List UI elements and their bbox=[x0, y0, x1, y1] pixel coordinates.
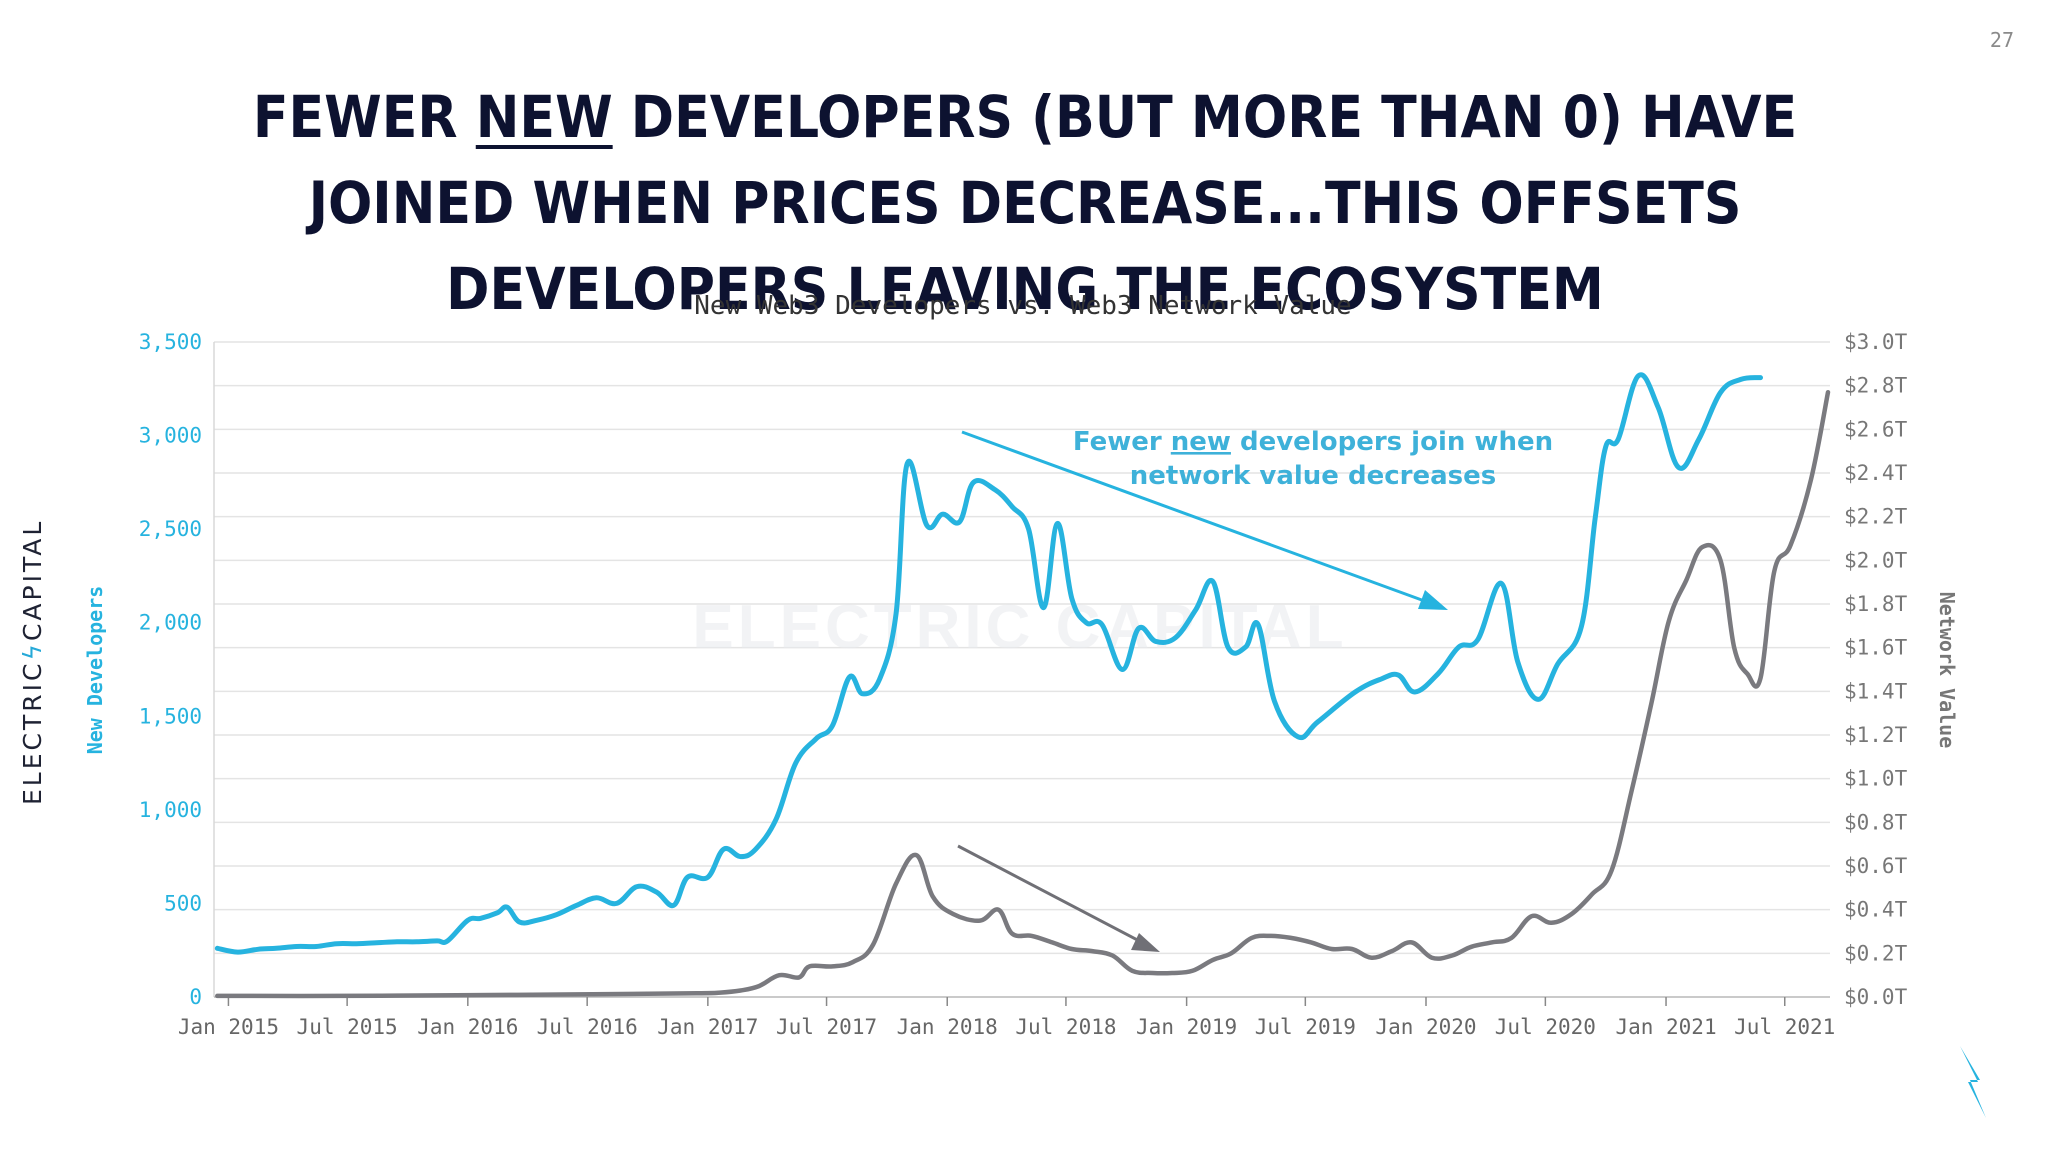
y-tick-label: 1,000 bbox=[139, 798, 202, 822]
title-part-before: Fewer bbox=[252, 83, 476, 151]
annotation-arrowhead-gray bbox=[1131, 933, 1160, 952]
y2-tick-label: $2.8T bbox=[1844, 374, 1908, 398]
y-tick-label: 3,000 bbox=[139, 424, 202, 448]
y2-tick-label: $0.6T bbox=[1844, 854, 1908, 878]
title-part-after: developers (but more than 0) have joined… bbox=[308, 83, 1798, 323]
title-underlined-word: new bbox=[475, 83, 613, 151]
annotation-arrow-gray bbox=[957, 844, 1146, 946]
y2-tick-label: $1.8T bbox=[1844, 592, 1908, 616]
y2-tick-label: $2.6T bbox=[1844, 417, 1908, 441]
y-axis-label-right: Network Value bbox=[1935, 592, 1959, 749]
series-line-new-developers bbox=[214, 372, 1763, 955]
x-tick-label: Jul 2016 bbox=[537, 1015, 638, 1039]
x-tick-label: Jan 2018 bbox=[897, 1015, 998, 1039]
y-tick-label: 2,000 bbox=[139, 611, 202, 635]
x-tick-label: Jul 2017 bbox=[776, 1015, 877, 1039]
annotation-line-2: network value decreases bbox=[1130, 461, 1496, 491]
x-tick-label: Jan 2017 bbox=[657, 1015, 758, 1039]
series-layer bbox=[214, 372, 1831, 999]
x-tick-label: Jan 2019 bbox=[1136, 1015, 1237, 1039]
slide-title: Fewer new developers (but more than 0) h… bbox=[170, 74, 1880, 332]
y-tick-label: 0 bbox=[189, 985, 202, 1009]
x-tick-label: Jan 2020 bbox=[1375, 1015, 1476, 1039]
annotation-arrow-blue bbox=[961, 430, 1431, 605]
x-tick-label: Jul 2015 bbox=[297, 1015, 398, 1039]
x-tick-label: Jul 2020 bbox=[1495, 1015, 1596, 1039]
page-number: 27 bbox=[1989, 28, 2014, 52]
y2-tick-label: $1.0T bbox=[1844, 767, 1908, 791]
annotation-arrowhead-blue bbox=[1418, 590, 1448, 610]
y-axis-label-left: New Developers bbox=[83, 586, 107, 755]
x-tick-label: Jul 2018 bbox=[1015, 1015, 1116, 1039]
x-axis-ticks: Jan 2015 Jul 2015 Jan 2016 Jul 2016 Jan 2017… bbox=[178, 997, 1835, 1039]
series-line-network-value bbox=[215, 389, 1831, 999]
y2-tick-label: $3.0T bbox=[1844, 330, 1908, 354]
y2-tick-label: $0.4T bbox=[1844, 898, 1908, 922]
x-tick-label: Jul 2019 bbox=[1255, 1015, 1356, 1039]
y2-tick-label: $1.6T bbox=[1844, 636, 1908, 660]
lightning-bolt-icon bbox=[1960, 1046, 1986, 1118]
annotation-line1-before: Fewer bbox=[1073, 427, 1171, 457]
y2-tick-label: $2.2T bbox=[1844, 505, 1908, 529]
y2-tick-label: $0.2T bbox=[1844, 941, 1908, 965]
chart-title: New Web3 Developers vs. Web3 Network Val… bbox=[694, 291, 1351, 321]
y2-tick-label: $1.2T bbox=[1844, 723, 1908, 747]
x-tick-label: Jan 2021 bbox=[1615, 1015, 1716, 1039]
y-tick-label: 500 bbox=[164, 891, 202, 915]
y-tick-label: 2,500 bbox=[139, 517, 202, 541]
annotation-underlined-word: new bbox=[1171, 427, 1231, 457]
y-tick-label: 3,500 bbox=[139, 330, 202, 354]
y2-tick-label: $1.4T bbox=[1844, 679, 1908, 703]
x-tick-label: Jan 2015 bbox=[178, 1015, 279, 1039]
left-axis-ticks: 0 500 1,000 1,500 2,000 2,500 3,000 3,500 bbox=[139, 330, 202, 1009]
y2-tick-label: $2.4T bbox=[1844, 461, 1908, 485]
x-tick-label: Jan 2016 bbox=[417, 1015, 518, 1039]
y2-tick-label: $2.0T bbox=[1844, 548, 1908, 572]
y2-tick-label: $0.8T bbox=[1844, 810, 1908, 834]
annotation-line1-after: developers join when bbox=[1231, 427, 1553, 457]
watermark: ELECTRIC CAPITAL bbox=[692, 593, 1347, 662]
y-tick-label: 1,500 bbox=[139, 704, 202, 728]
y2-tick-label: $0.0T bbox=[1844, 985, 1908, 1009]
right-axis-ticks: $0.0T $0.2T $0.4T $0.6T $0.8T $1.0T $1.2T $1.4T… bbox=[1844, 330, 1908, 1009]
annotation-line-1: Fewer new developers join when bbox=[1073, 427, 1553, 457]
x-tick-label: Jul 2021 bbox=[1734, 1015, 1835, 1039]
